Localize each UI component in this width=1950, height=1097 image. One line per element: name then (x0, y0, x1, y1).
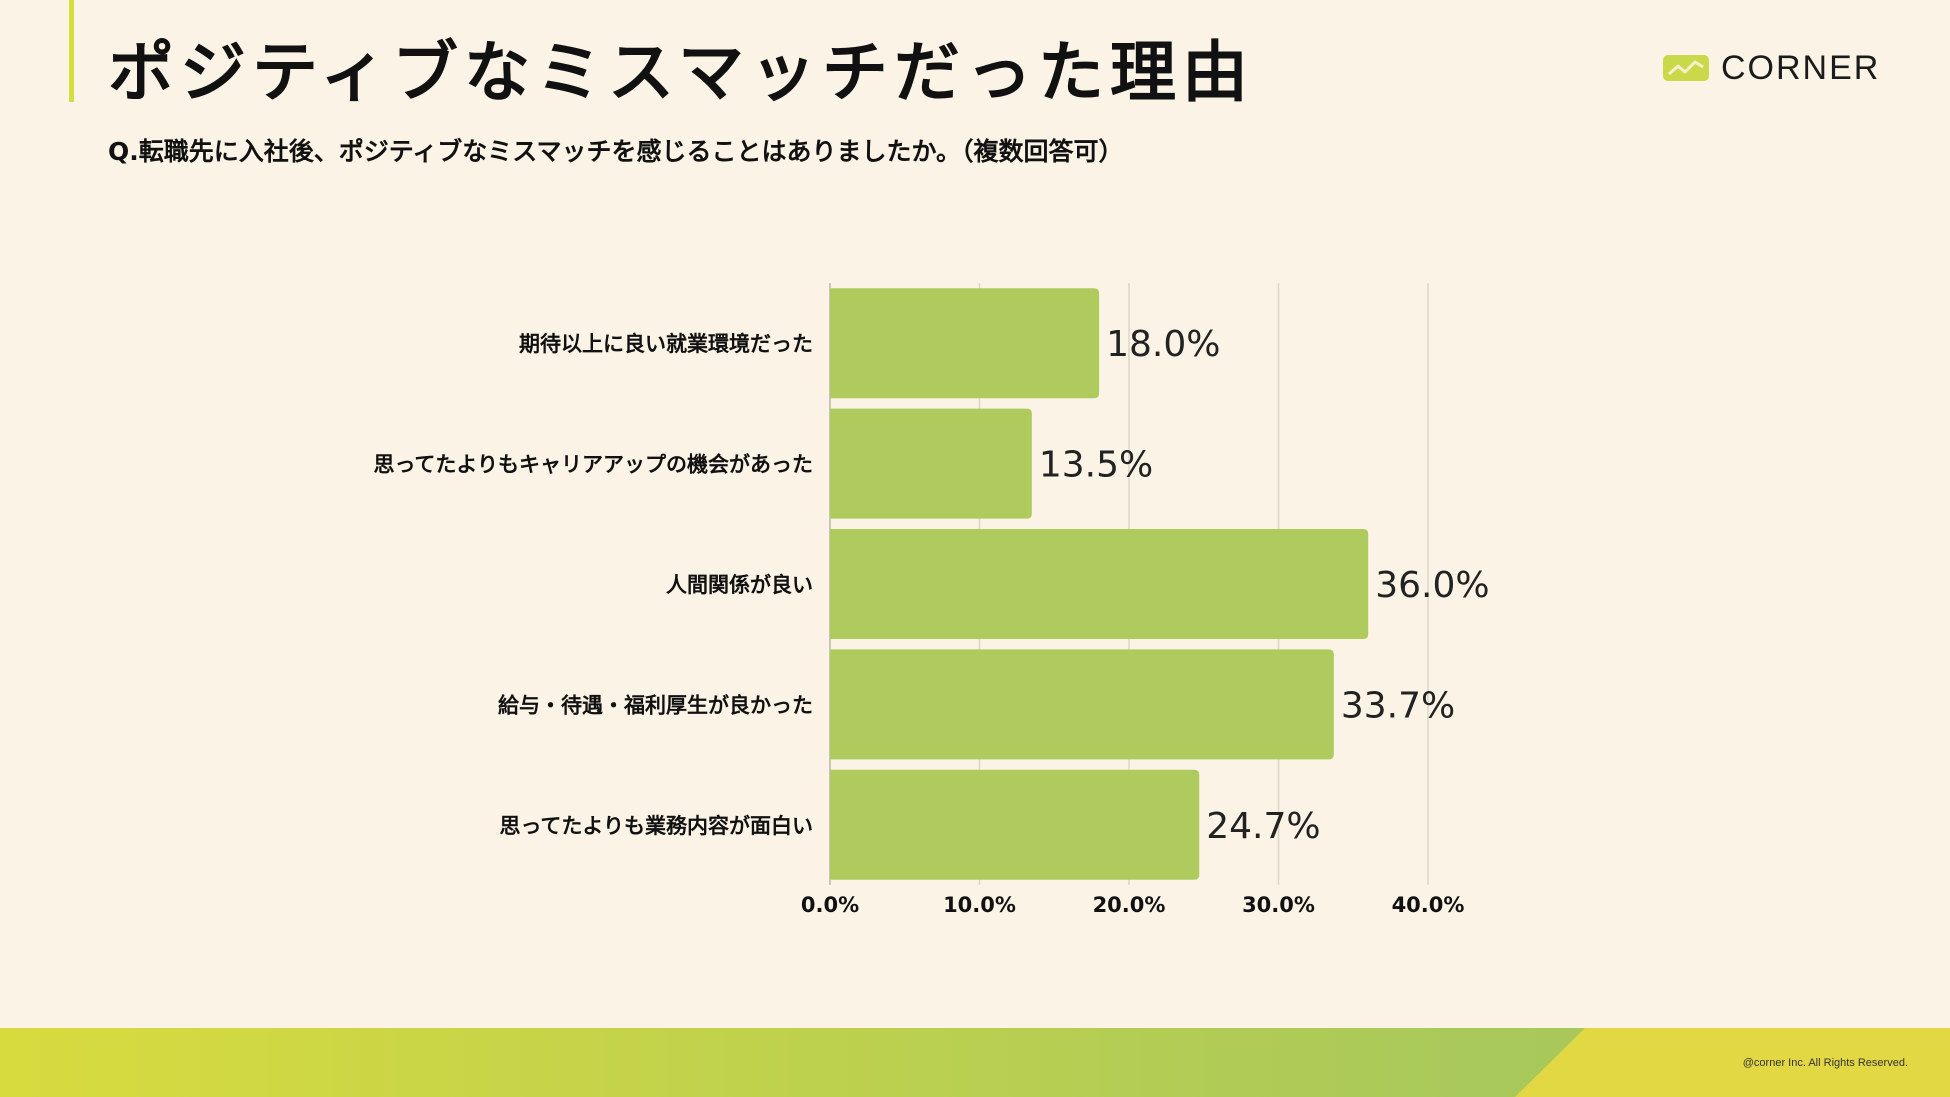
value-label: 36.0% (1375, 565, 1489, 606)
value-label: 24.7% (1206, 806, 1320, 847)
bar (830, 649, 1334, 760)
x-tick-label: 10.0% (943, 893, 1016, 917)
title-accent-line (69, 0, 74, 102)
question-subtitle: Q.転職先に入社後、ポジティブなミスマッチを感じることはありましたか。（複数回答… (108, 137, 1124, 166)
x-tick-label: 20.0% (1093, 893, 1166, 917)
x-tick-label: 0.0% (801, 893, 859, 917)
bar (830, 408, 1032, 519)
category-label: 人間関係が良い (666, 573, 813, 597)
x-tick-label: 40.0% (1392, 893, 1465, 917)
bar (830, 769, 1200, 880)
footer-band (0, 1028, 1950, 1097)
category-label: 思ってたよりもキャリアアップの機会があった (373, 453, 813, 477)
x-tick-label: 30.0% (1242, 893, 1315, 917)
value-label: 33.7% (1341, 685, 1455, 726)
value-label: 18.0% (1106, 324, 1220, 365)
brand-logo: CORNER (1663, 48, 1880, 88)
category-label: 期待以上に良い就業環境だった (519, 332, 813, 356)
copyright-text: @corner Inc. All Rights Reserved. (1742, 1057, 1908, 1069)
value-label: 13.5% (1039, 445, 1153, 486)
corner-logo-icon (1663, 55, 1709, 81)
bar (830, 529, 1369, 639)
bar (830, 288, 1100, 399)
page-title: ポジティブなミスマッチだった理由 (108, 34, 1255, 111)
brand-name: CORNER (1721, 49, 1881, 87)
category-label: 給与・待遇・福利厚生が良かった (498, 693, 813, 717)
category-label: 思ってたよりも業務内容が面白い (499, 814, 813, 838)
